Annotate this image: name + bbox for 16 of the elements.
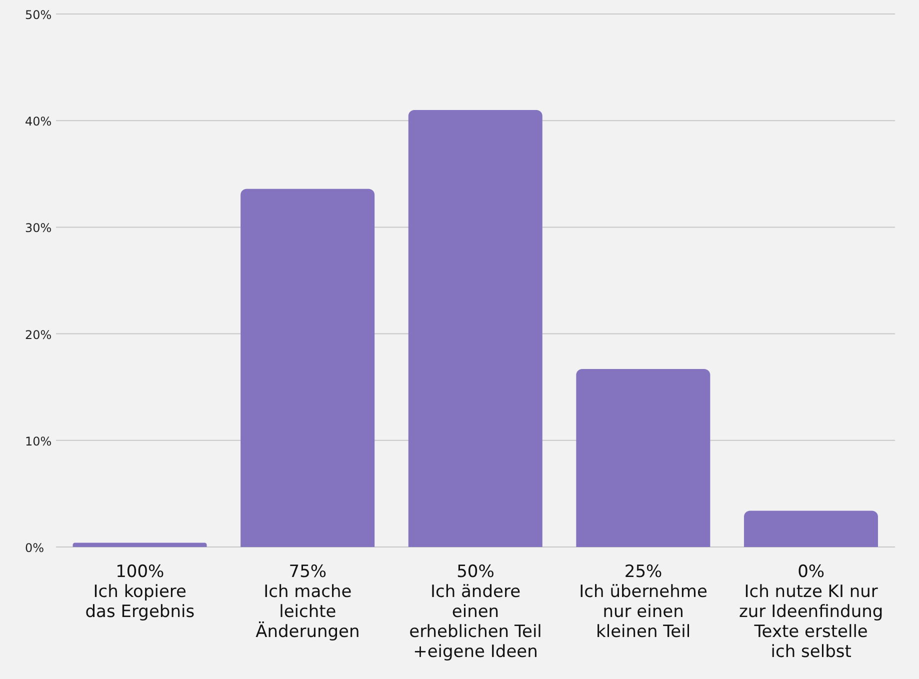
bar	[408, 110, 542, 547]
x-tick-label: 100% Ich kopiere das Ergebnis	[85, 562, 195, 622]
y-tick-label: 10%	[25, 434, 52, 448]
y-tick-label: 0%	[25, 541, 44, 555]
y-tick-label: 40%	[25, 114, 52, 129]
bar	[744, 510, 878, 547]
bar	[240, 188, 375, 547]
y-tick-label: 20%	[25, 328, 52, 342]
y-tick-label: 30%	[25, 221, 52, 236]
bar	[72, 542, 207, 547]
x-tick-label: 25% Ich übernehme nur einen kleinen Teil	[579, 562, 708, 642]
y-tick-label: 50%	[25, 8, 52, 22]
x-tick-label: 75% Ich mache leichte Änderungen	[256, 562, 360, 642]
bar	[576, 368, 710, 547]
x-tick-label: 50% Ich ändere einen erheblichen Teil +eigene Ideen	[409, 562, 542, 662]
x-tick-label: 0% Ich nutze KI nur zur Ideenfindung Texte erstelle ich selbst	[739, 562, 884, 662]
